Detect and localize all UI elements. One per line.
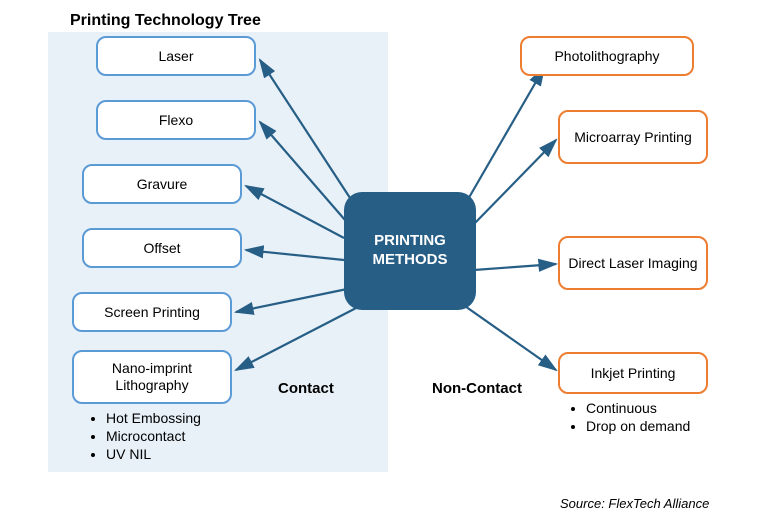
section-label-noncontact: Non-Contact <box>432 380 522 397</box>
node-laser: Laser <box>96 36 256 76</box>
node-flexo: Flexo <box>96 100 256 140</box>
node-offset: Offset <box>82 228 242 268</box>
node-gravure: Gravure <box>82 164 242 204</box>
node-screen: Screen Printing <box>72 292 232 332</box>
bullets-inkjet: Continuous Drop on demand <box>568 398 690 436</box>
bullet-item: UV NIL <box>106 446 201 462</box>
bullet-item: Hot Embossing <box>106 410 201 426</box>
node-micro: Microarray Printing <box>558 110 708 164</box>
bullet-item: Drop on demand <box>586 418 690 434</box>
center-line2: METHODS <box>373 251 448 270</box>
center-line1: PRINTING <box>374 232 446 251</box>
diagram-title: Printing Technology Tree <box>70 12 261 30</box>
bullets-nano-imprint: Hot Embossing Microcontact UV NIL <box>88 408 201 464</box>
source-attribution: Source: FlexTech Alliance <box>560 496 709 511</box>
node-inkjet: Inkjet Printing <box>558 352 708 394</box>
node-nano: Nano-imprint Lithography <box>72 350 232 404</box>
center-node-printing-methods: PRINTING METHODS <box>344 192 476 310</box>
node-dli: Direct Laser Imaging <box>558 236 708 290</box>
node-photo: Photolithography <box>520 36 694 76</box>
bullet-item: Microcontact <box>106 428 201 444</box>
bullet-item: Continuous <box>586 400 690 416</box>
section-label-contact: Contact <box>278 380 334 397</box>
